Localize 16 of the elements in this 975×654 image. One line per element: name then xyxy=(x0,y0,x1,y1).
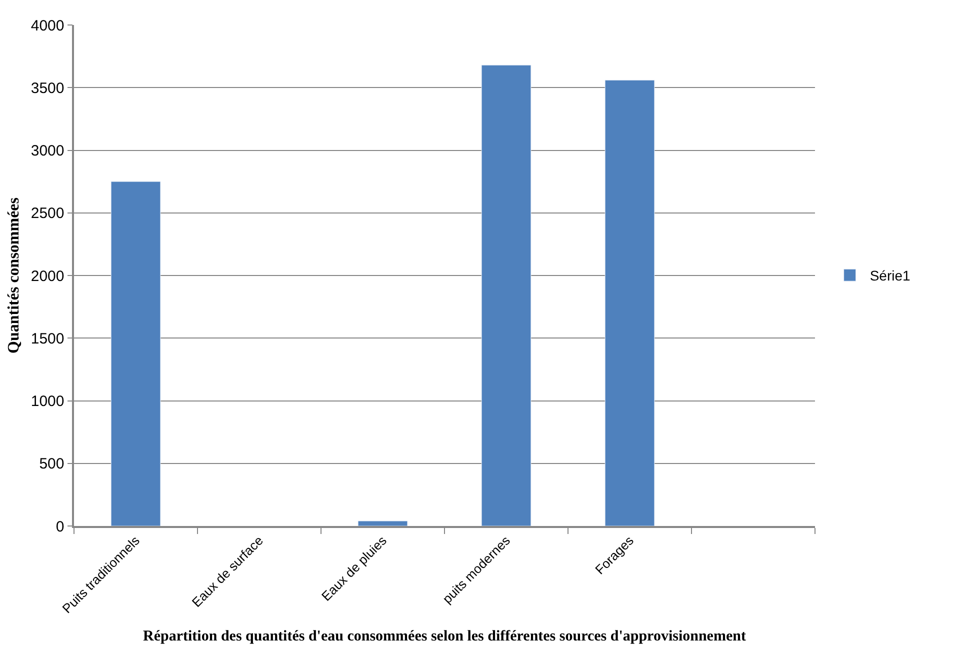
y-tick-label: 1000 xyxy=(30,393,64,410)
y-tick-label: 3500 xyxy=(30,80,64,97)
y-tick-label: 2000 xyxy=(30,268,64,285)
bar xyxy=(358,520,408,526)
y-tick-label: 500 xyxy=(39,456,64,473)
bar xyxy=(110,181,161,526)
y-axis-title: Quantités consommées xyxy=(5,198,22,354)
y-tick-label: 2500 xyxy=(30,205,64,222)
y-tick-label: 3000 xyxy=(30,142,64,160)
y-tick-label: 4000 xyxy=(30,17,64,34)
y-tick-label: 0 xyxy=(56,518,64,536)
y-tick-label: 1500 xyxy=(30,330,64,348)
legend-label: Série1 xyxy=(870,268,911,284)
x-axis-title: Répartition des quantités d'eau consommées selon les différentes sources d'approvisionnement xyxy=(143,628,746,645)
bar xyxy=(481,64,532,526)
bar xyxy=(604,80,655,526)
